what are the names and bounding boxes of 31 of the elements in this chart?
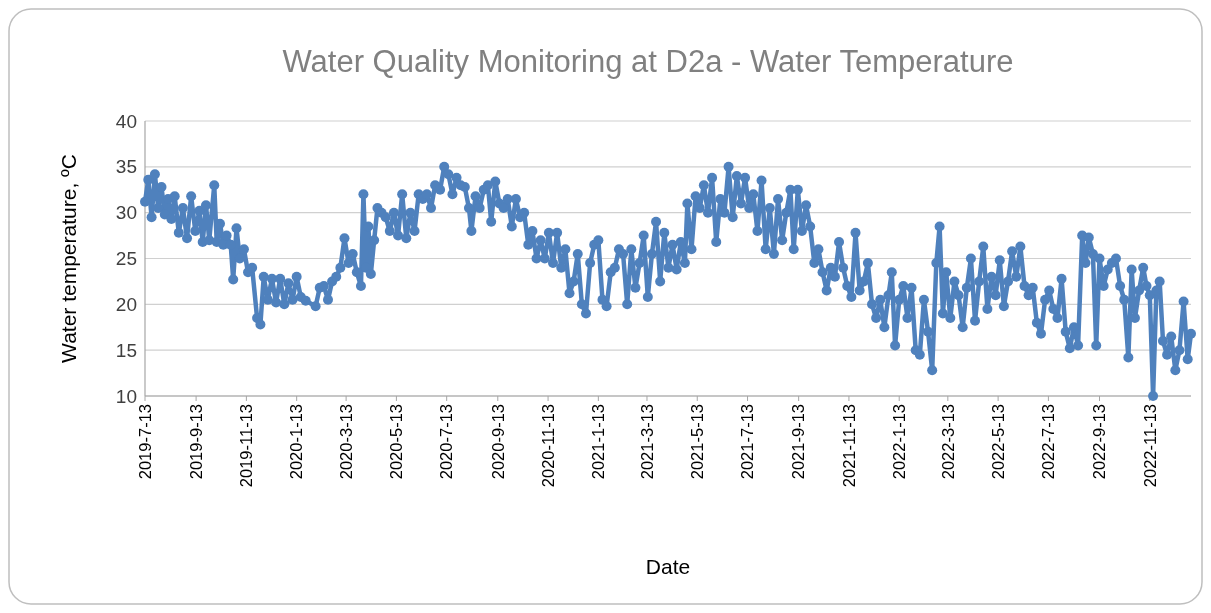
x-tick-label: 2021-1-13 [589, 404, 608, 480]
y-tick-label: 15 [115, 339, 137, 361]
x-tick-label: 2022-9-13 [1090, 404, 1109, 480]
x-tick-label: 2021-9-13 [789, 404, 808, 480]
chart-title: Water Quality Monitoring at D2a - Water Temperature [282, 44, 1014, 79]
x-tick-label: 2019-9-13 [186, 404, 205, 480]
x-tick-label: 2021-11-13 [839, 404, 858, 488]
x-tick-label: 2021-7-13 [738, 404, 757, 480]
y-tick-label: 35 [115, 156, 137, 178]
x-axis-title: Date [645, 555, 691, 578]
x-tick-label: 2020-11-13 [538, 404, 557, 488]
x-tick-label: 2019-11-13 [237, 404, 256, 488]
y-tick-label: 10 [115, 385, 137, 407]
y-tick-label: 30 [115, 202, 137, 224]
y-tick-label: 20 [115, 293, 137, 315]
x-tick-label: 2020-1-13 [287, 404, 306, 480]
x-tick-label: 2020-7-13 [437, 404, 456, 480]
x-tick-label: 2019-7-13 [135, 404, 154, 480]
x-tick-label: 2022-11-13 [1140, 404, 1159, 488]
y-axis-title: Water temperature, ºC [57, 154, 80, 363]
x-tick-label: 2020-3-13 [336, 404, 355, 480]
x-tick-label: 2022-1-13 [889, 404, 908, 480]
x-tick-label: 2022-5-13 [988, 404, 1007, 480]
x-tick-label: 2022-7-13 [1039, 404, 1058, 480]
y-tick-label: 40 [115, 110, 137, 132]
x-tick-label: 2022-3-13 [938, 404, 957, 480]
x-tick-label: 2020-5-13 [387, 404, 406, 480]
x-tick-label: 2021-5-13 [688, 404, 707, 480]
x-tick-label: 2021-3-13 [637, 404, 656, 480]
x-tick-label: 2020-9-13 [488, 404, 507, 480]
y-tick-label: 25 [115, 248, 137, 270]
